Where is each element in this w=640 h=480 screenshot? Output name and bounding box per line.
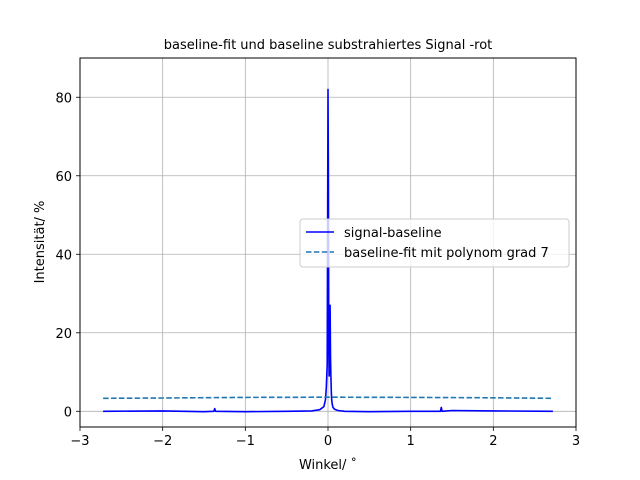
y-tick-label: 80 — [55, 91, 72, 106]
series-line-signal-baseline — [103, 88, 553, 413]
plot-area — [103, 88, 553, 413]
x-tick-label: 1 — [407, 434, 415, 449]
x-tick-label: −2 — [153, 434, 172, 449]
x-tick-label: −3 — [70, 434, 89, 449]
axis-ticks: −3 −2 −1 0 1 2 3 0 20 40 60 80 — [55, 91, 580, 449]
chart-title: baseline-fit und baseline substrahiertes… — [164, 38, 493, 53]
y-tick-label: 20 — [55, 327, 72, 342]
y-tick-label: 0 — [64, 405, 72, 420]
x-tick-label: 0 — [324, 434, 332, 449]
y-tick-label: 60 — [55, 170, 72, 185]
legend: signal-baseline baseline-fit mit polynom… — [299, 218, 570, 268]
x-axis-title: Winkel/ ˚ — [299, 457, 357, 473]
legend-label-baseline-fit: baseline-fit mit polynom grad 7 — [344, 246, 549, 261]
x-tick-label: −1 — [236, 434, 255, 449]
x-tick-label: 3 — [572, 434, 580, 449]
series-line-baseline-fit — [103, 396, 553, 400]
x-tick-label: 2 — [489, 434, 497, 449]
y-tick-label: 40 — [55, 248, 72, 263]
legend-box — [299, 218, 570, 268]
legend-label-signal: signal-baseline — [344, 226, 442, 241]
y-axis-title: Intensität/ % — [33, 201, 48, 284]
